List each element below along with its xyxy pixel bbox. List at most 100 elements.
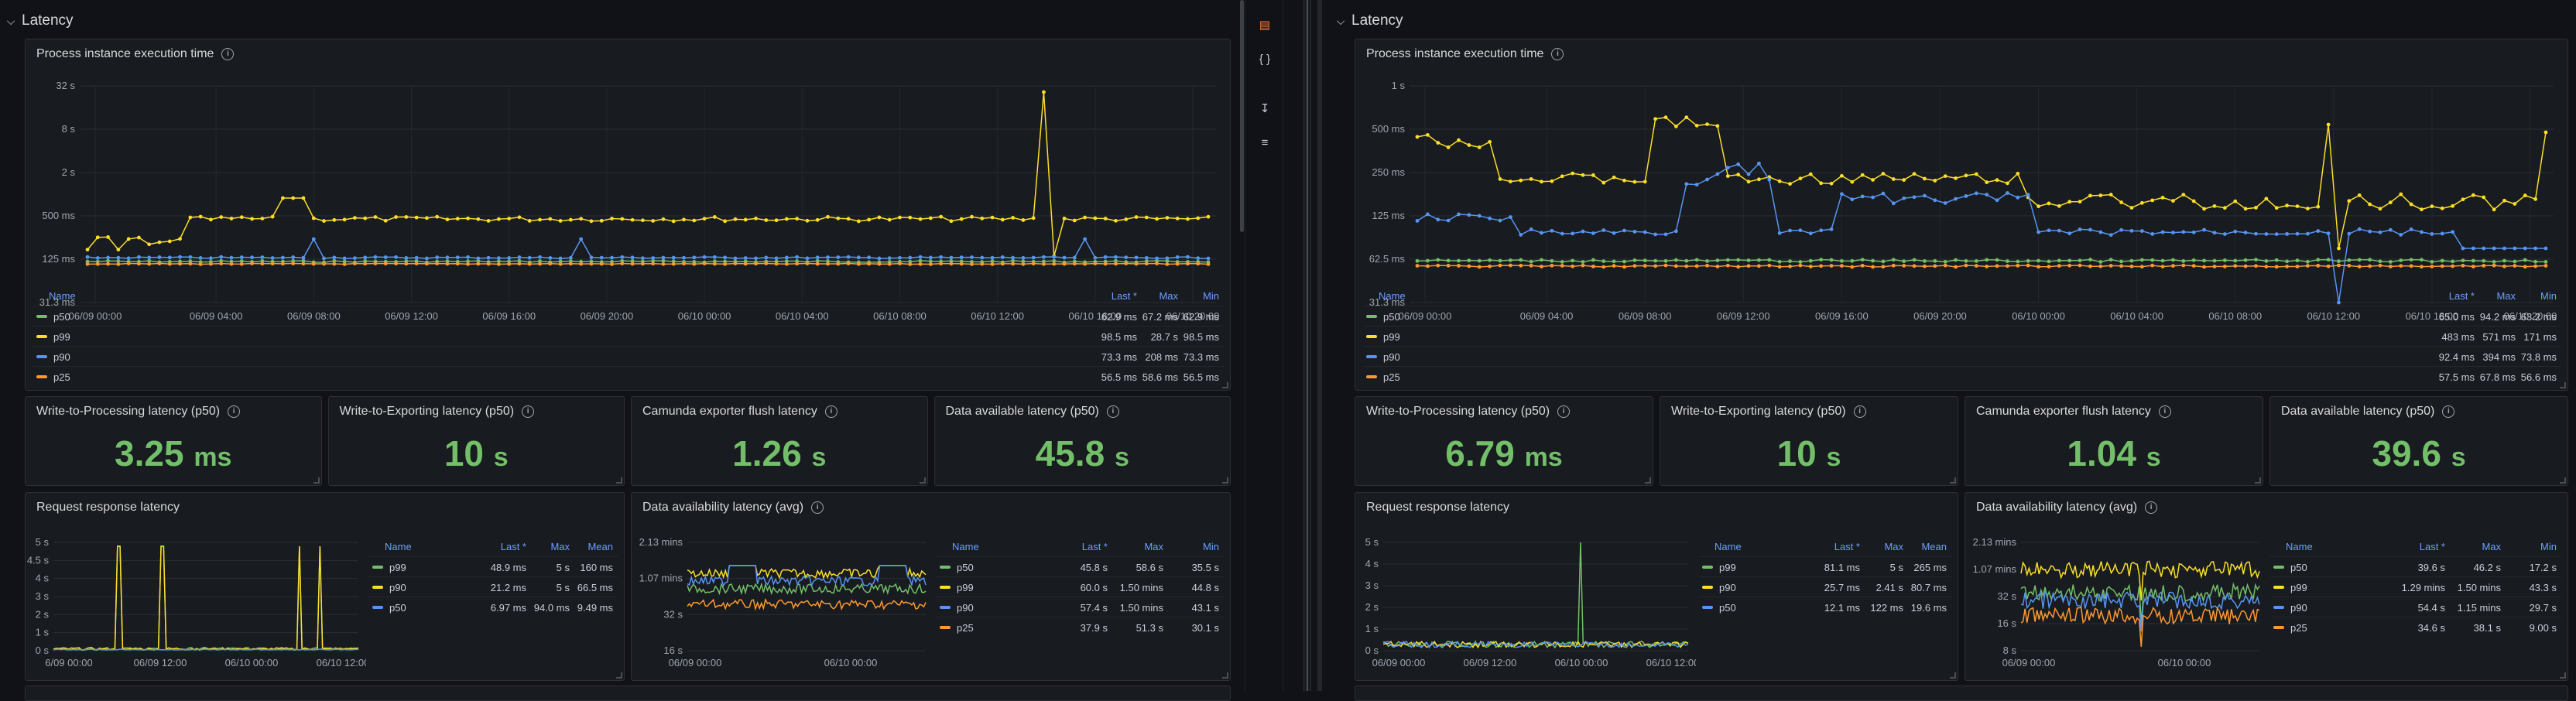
panel-resize-handle[interactable] [2560,672,2566,679]
legend-col-header[interactable]: Last * [2448,290,2475,302]
row-header-latency[interactable]: ⌵ Latency [1330,8,1403,34]
info-icon[interactable]: i [2442,405,2455,418]
series-line-p50[interactable] [1382,640,1689,649]
legend-col-name[interactable]: Name [49,290,76,302]
legend-col-header[interactable]: Last * [1081,541,1108,552]
req-chart[interactable]: 5 s 4 s 3 s 2 s 1 s 0 s06/09 00:00 06/09 12:00… [1355,535,1696,674]
execution-time-chart[interactable]: 1 s 500 ms 250 ms 125 ms 62.5 ms 31.3 ms 06/09… [1355,70,2566,326]
legend-col-name[interactable]: Name [2286,541,2313,552]
legend-row-p50[interactable]: p50 65.0 ms 94.2 ms 63.2 ms [1363,306,2561,326]
legend-row-p90[interactable]: p90 54.4 s 1.15 mins 29.7 s [2270,597,2561,617]
chevron-down-icon[interactable]: ⌵ [6,14,15,27]
panel-resize-handle[interactable] [2560,477,2566,484]
series-line-p50[interactable] [87,260,1209,263]
legend-col-name[interactable]: Name [385,541,412,552]
legend-col-header[interactable]: Max [2496,290,2516,302]
panel-title[interactable]: Request response latency [36,501,180,515]
legend-row-p99[interactable]: p99 1.29 mins 1.50 mins 43.3 s [2270,576,2561,597]
panel-resize-handle[interactable] [919,477,926,484]
panel-resize-handle[interactable] [616,672,622,679]
panel-title[interactable]: Data available latency (p50) i [2281,405,2455,419]
panel-resize-handle[interactable] [2560,382,2566,388]
panel-resize-handle[interactable] [1222,382,1228,388]
req-chart[interactable]: 5 s 4.5 s 4 s 3 s 2 s 1 s 0 s6/09 00:00 06/09 1… [26,535,366,674]
legend-col-header[interactable]: Max [1884,541,1903,552]
panel-title[interactable]: Data availability latency (avg) i [1976,501,2158,515]
series-line-p99[interactable] [87,91,1209,257]
legend-col-header[interactable]: Max [550,541,570,552]
info-icon[interactable]: i [1106,405,1119,418]
series-line-p50[interactable] [687,582,927,596]
panel-title[interactable]: Process instance execution time i [1366,47,1564,61]
legend-col-header[interactable]: Max [1144,541,1163,552]
left-scrollbar-thumb[interactable] [1240,0,1244,232]
info-icon[interactable]: i [2145,501,2158,514]
panel-resize-handle[interactable] [1222,477,1228,484]
legend-col-header[interactable]: Min [2540,290,2557,302]
info-icon[interactable]: i [522,405,535,418]
series-line-p50[interactable] [1416,258,2547,263]
legend-row-p99[interactable]: p99 60.0 s 1.50 mins 44.8 s [937,576,1224,597]
legend-row-p25[interactable]: p25 57.5 ms 67.8 ms 56.6 ms [1363,366,2561,386]
panel-title[interactable]: Process instance execution time i [36,47,235,61]
download-icon[interactable]: ↧ [1259,102,1270,115]
legend-col-name[interactable]: Name [1714,541,1742,552]
legend-col-header[interactable]: Min [2540,541,2557,552]
info-icon[interactable]: i [1557,405,1571,418]
legend-row-p50[interactable]: p50 45.8 s 58.6 s 35.5 s [937,556,1224,576]
legend-col-name[interactable]: Name [1379,290,1406,302]
legend-row-p50[interactable]: p50 39.6 s 46.2 s 17.2 s [2270,556,2561,576]
series-line-p99[interactable] [1416,116,2547,249]
legend-row-p99[interactable]: p99 48.9 ms 5 s 160 ms [369,556,618,576]
legend-col-header[interactable]: Mean [587,541,613,552]
panel-title[interactable]: Write-to-Exporting latency (p50) i [340,405,535,419]
legend-col-header[interactable]: Last * [1111,290,1137,302]
legend-col-header[interactable]: Mean [1921,541,1947,552]
series-line-p99[interactable] [2020,560,2260,601]
info-icon[interactable]: i [221,48,235,60]
legend-row-p25[interactable]: p25 37.9 s 51.3 s 30.1 s [937,617,1224,637]
series-line-p90[interactable] [87,238,1209,259]
legend-col-name[interactable]: Name [952,541,979,552]
series-line-p99[interactable] [53,545,359,651]
panel-title[interactable]: Write-to-Exporting latency (p50) i [1671,405,1866,419]
series-line-p99[interactable] [687,565,927,580]
info-icon[interactable]: i [2158,405,2171,418]
panel-title[interactable]: Camunda exporter flush latency i [642,405,838,419]
panel-resize-handle[interactable] [1645,477,1651,484]
info-icon[interactable]: i [824,405,838,418]
avail-chart[interactable]: 2.13 mins 1.07 mins 32 s 16 s 8 s06/09 00:00… [1965,535,2267,674]
legend-col-header[interactable]: Max [2482,541,2501,552]
series-line-p99[interactable] [1382,542,1689,649]
panel-resize-handle[interactable] [313,477,320,484]
panel-title[interactable]: Data availability latency (avg) i [642,501,824,515]
chevron-down-icon[interactable]: ⌵ [1336,14,1345,27]
legend-row-p99[interactable]: p99 81.1 ms 5 s 265 ms [1699,556,1951,576]
series-line-p25[interactable] [1416,265,2547,268]
series-line-p50[interactable] [53,648,359,651]
series-line-p50[interactable] [2020,582,2260,624]
panel-title[interactable]: Write-to-Processing latency (p50) i [1366,405,1571,419]
panel-resize-handle[interactable] [1950,672,1956,679]
right-scrollbar[interactable] [1317,0,1322,691]
legend-row-p50[interactable]: p50 6.97 ms 94.0 ms 9.49 ms [369,597,618,617]
legend-row-p90[interactable]: p90 73.3 ms 208 ms 73.3 ms [33,346,1224,366]
split-divider[interactable] [1303,0,1311,691]
legend-row-p99[interactable]: p99 483 ms 571 ms 171 ms [1363,326,2561,346]
info-icon[interactable]: i [228,405,241,418]
info-icon[interactable]: i [1551,48,1564,60]
panel-resize-handle[interactable] [616,477,622,484]
info-icon[interactable]: i [811,501,824,514]
legend-row-p25[interactable]: p25 34.6 s 38.1 s 9.00 s [2270,617,2561,637]
panel-title[interactable]: Camunda exporter flush latency i [1976,405,2171,419]
legend-row-p25[interactable]: p25 56.5 ms 58.6 ms 56.5 ms [33,366,1224,386]
legend-row-p90[interactable]: p90 92.4 ms 394 ms 73.8 ms [1363,346,2561,366]
info-icon[interactable]: i [1853,405,1866,418]
code-braces-icon[interactable]: { } [1259,53,1271,66]
legend-col-header[interactable]: Last * [2419,541,2445,552]
panel-resize-handle[interactable] [2255,477,2261,484]
legend-col-header[interactable]: Min [1203,290,1219,302]
panel-resize-handle[interactable] [1222,672,1228,679]
series-line-p25[interactable] [87,262,1209,265]
comment-icon[interactable]: ▤ [1259,19,1271,32]
